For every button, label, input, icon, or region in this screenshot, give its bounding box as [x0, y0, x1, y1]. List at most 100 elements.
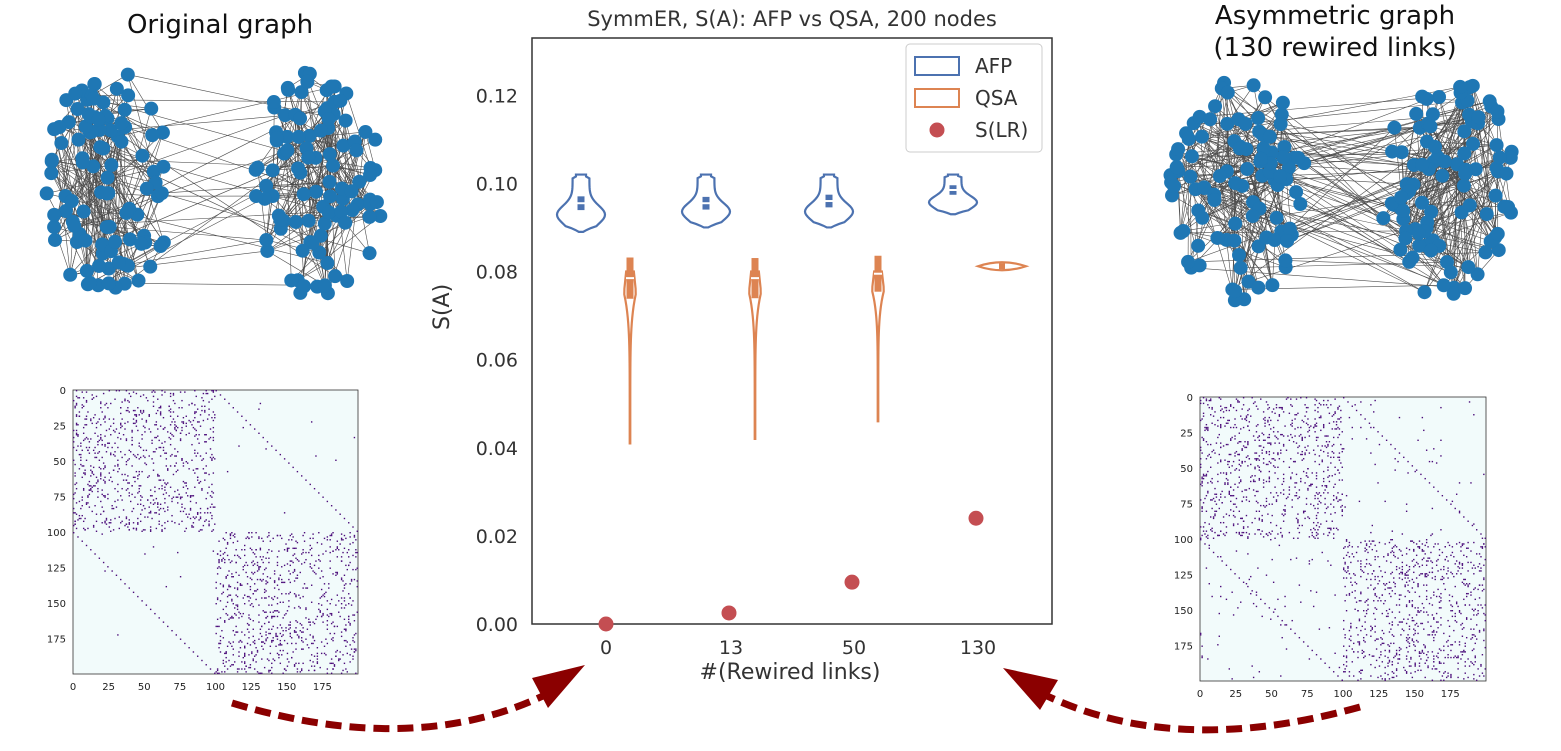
legend-label: S(LR) — [975, 118, 1028, 142]
matrix-y-tick: 175 — [1174, 642, 1193, 653]
asymmetric-graph-network — [1163, 75, 1519, 308]
asymmetric-graph-nodes — [1163, 75, 1519, 308]
graph-node — [1267, 233, 1282, 248]
matrix-x-tick: 125 — [242, 682, 261, 693]
graph-node — [1376, 211, 1391, 226]
graph-node — [122, 232, 137, 247]
graph-node — [1208, 99, 1223, 114]
graph-node — [1289, 185, 1304, 200]
graph-node — [323, 189, 338, 204]
graph-node — [373, 209, 388, 224]
graph-node — [99, 220, 114, 235]
graph-node — [1273, 169, 1288, 184]
graph-node — [1192, 109, 1207, 124]
matrix-dots — [73, 390, 358, 674]
graph-node — [1210, 230, 1225, 245]
x-tick-label: 50 — [842, 637, 866, 659]
y-tick-label: 0.04 — [476, 438, 518, 460]
graph-node — [280, 80, 295, 95]
graph-node — [114, 116, 129, 131]
qsa-violin-0 — [623, 270, 637, 445]
legend-swatch — [929, 122, 945, 138]
graph-node — [1220, 85, 1235, 100]
matrix-frame — [72, 389, 359, 675]
graph-node — [248, 162, 263, 177]
graph-node — [1411, 226, 1426, 241]
graph-node — [44, 152, 59, 167]
graph-node — [1457, 124, 1472, 139]
matrix-x-tick: 50 — [138, 682, 151, 693]
matrix-x-tick: 100 — [1333, 689, 1352, 700]
graph-node — [83, 275, 98, 290]
graph-node — [328, 269, 343, 284]
graph-node — [54, 136, 69, 151]
chart-legend: AFP QSA S(LR) — [905, 43, 1043, 153]
graph-node — [120, 67, 135, 82]
matrix-y-tick: 150 — [47, 599, 66, 610]
graph-node — [1275, 95, 1290, 110]
matrix-dots — [1200, 397, 1486, 681]
graph-node — [273, 212, 288, 227]
graph-node — [1212, 169, 1227, 184]
graph-node — [1398, 231, 1413, 246]
graph-node — [1492, 150, 1507, 165]
graph-node — [305, 235, 320, 250]
graph-node — [156, 159, 171, 174]
graph-node — [64, 194, 79, 209]
graph-node — [1183, 169, 1198, 184]
graph-node — [1468, 162, 1483, 177]
graph-node — [108, 234, 123, 249]
graph-node — [1458, 281, 1473, 296]
slr-point-130 — [968, 510, 984, 526]
graph-node — [1220, 116, 1235, 131]
graph-node — [1409, 106, 1424, 121]
matrix-y-tick: 25 — [1180, 429, 1193, 440]
graph-node — [1280, 233, 1295, 248]
graph-node — [1238, 116, 1253, 131]
graph-node — [1245, 208, 1260, 223]
graph-node — [266, 95, 281, 110]
slr-point-0 — [598, 616, 614, 632]
graph-node — [63, 267, 78, 282]
graph-node — [78, 233, 93, 248]
graph-node — [1240, 162, 1255, 177]
graph-node — [293, 111, 308, 126]
graph-node — [296, 187, 311, 202]
graph-node — [1435, 168, 1450, 183]
graph-node — [1402, 254, 1417, 269]
graph-node — [317, 278, 332, 293]
matrix-x-tick: 25 — [102, 682, 115, 693]
graph-node — [321, 205, 336, 220]
graph-node — [1192, 258, 1207, 273]
graph-node — [47, 220, 62, 235]
graph-node — [86, 91, 101, 106]
matrix-y-tick: 150 — [1174, 606, 1193, 617]
graph-node — [363, 168, 378, 183]
graph-node — [155, 125, 170, 140]
graph-node — [67, 218, 82, 233]
graph-node — [1254, 151, 1269, 166]
graph-node — [1453, 79, 1468, 94]
graph-node — [265, 163, 280, 178]
matrix-y-tick: 50 — [1180, 464, 1193, 475]
graph-node — [1489, 138, 1504, 153]
graph-node — [1387, 120, 1402, 135]
graph-node — [301, 213, 316, 228]
matrix-y-tick: 125 — [1174, 571, 1193, 582]
graph-node — [99, 186, 114, 201]
graph-node — [48, 232, 63, 247]
graph-node — [1191, 238, 1206, 253]
graph-node — [68, 86, 83, 101]
graph-node — [154, 186, 169, 201]
graph-node — [1417, 285, 1432, 300]
graph-node — [362, 246, 377, 261]
matrix-y-tick: 0 — [60, 386, 66, 397]
graph-node — [145, 128, 160, 143]
x-axis-label: #(Rewired links) — [699, 660, 881, 685]
graph-node — [134, 236, 149, 251]
graph-node — [333, 93, 348, 108]
graph-node — [144, 101, 159, 116]
graph-node — [1478, 245, 1493, 260]
graph-node — [1393, 242, 1408, 257]
graph-node — [338, 113, 353, 128]
